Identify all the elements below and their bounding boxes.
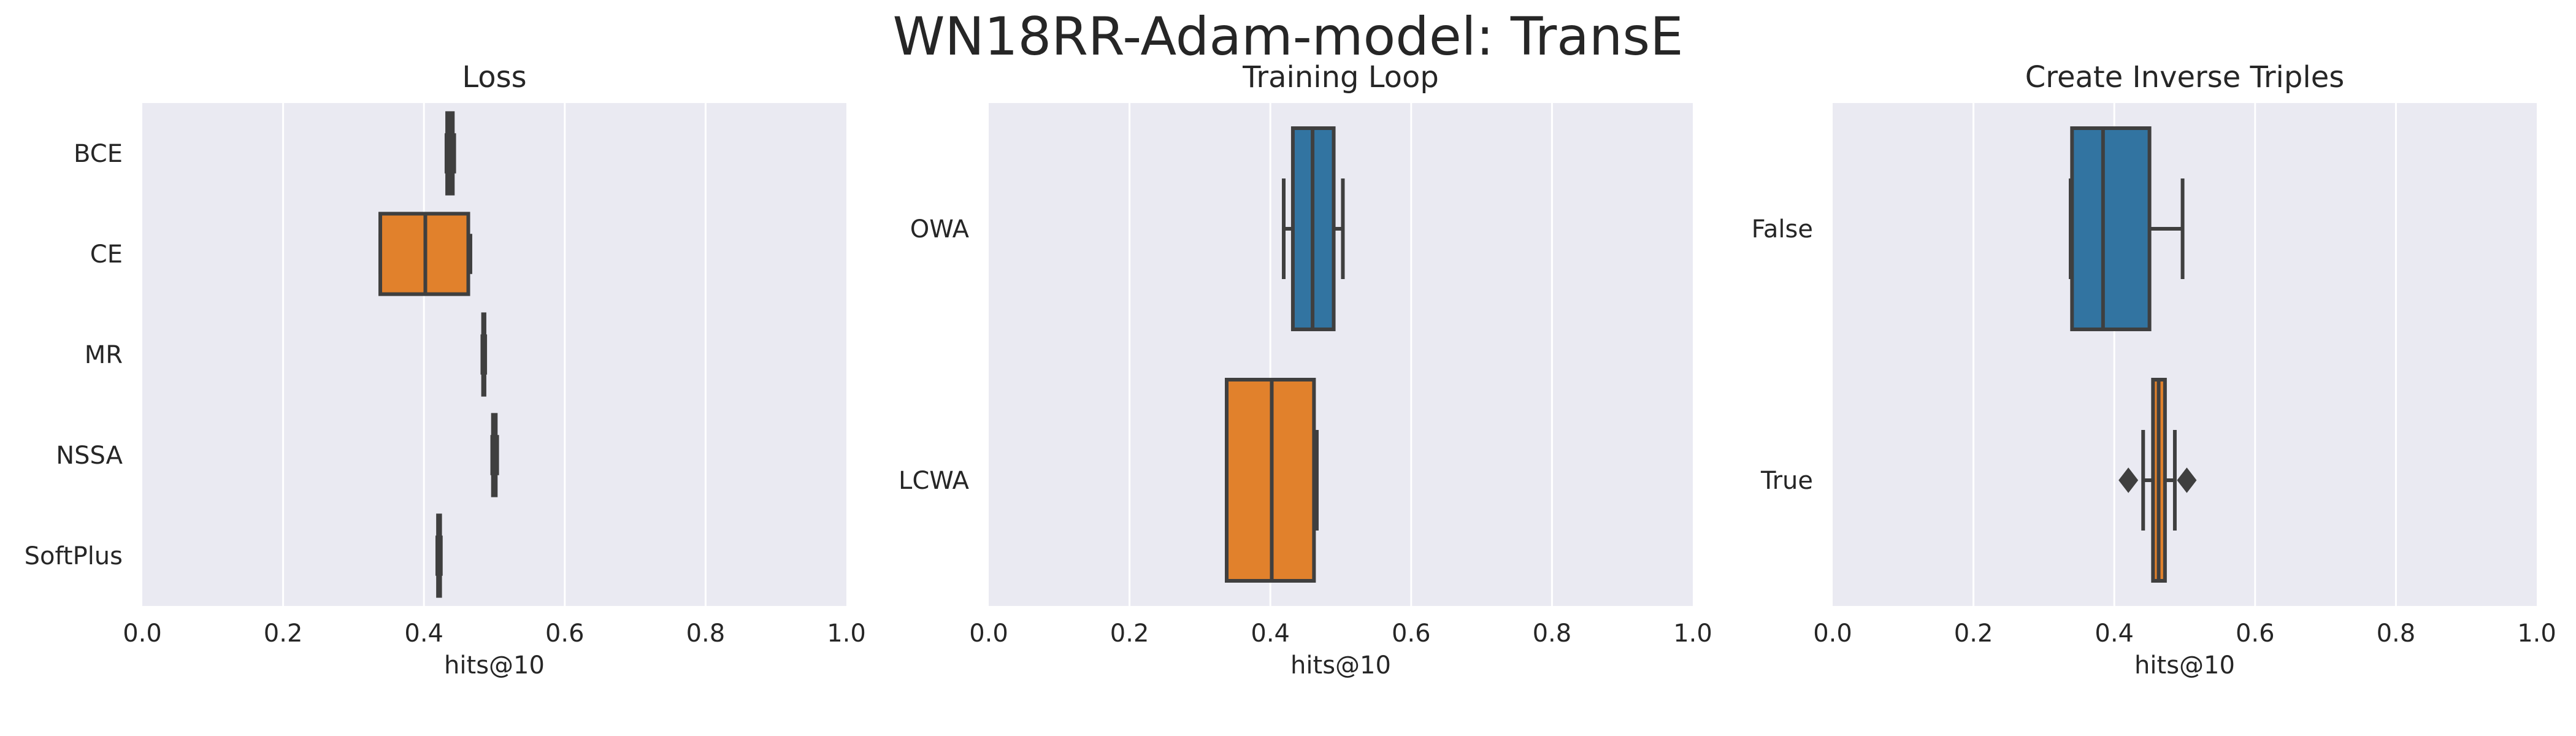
axes-background [1833,103,2537,606]
axes-background [989,103,1693,606]
x-tick-label: 1.0 [1673,619,1712,648]
y-tick-label: True [1760,467,1813,495]
x-axis-label: hits@10 [2134,651,2235,680]
panel-training-loop: 0.0 0.2 0.4 0.6 0.8 1.0 Training Loop hits@10 OW… [899,60,1712,680]
x-axis-label: hits@10 [444,651,545,680]
y-tick-label: BCE [74,140,123,168]
x-tick-label: 0.0 [123,619,162,648]
x-tick-label: 0.2 [1110,619,1149,648]
x-tick-label: 0.0 [1813,619,1852,648]
panel-create-inverse-triples: 0.0 0.2 0.4 0.6 0.8 1.0 Create Inverse Triples… [1752,60,2556,680]
y-tick-label: NSSA [56,442,123,470]
x-tick-label: 0.8 [2377,619,2416,648]
figure-title: WN18RR-Adam-model: TransE [892,6,1684,67]
y-tick-label: OWA [910,215,970,243]
axes-background [142,103,846,606]
x-tick-label: 0.8 [686,619,726,648]
outlier-marker [2177,467,2197,493]
y-tick-label: CE [90,240,123,269]
x-tick-label: 0.8 [1533,619,1572,648]
y-tick-label: LCWA [899,467,970,495]
x-tick-label: 0.6 [2236,619,2275,648]
panel-loss: 0.0 0.2 0.4 0.6 0.8 1.0 Loss hits@10 BCE CE MR NSSA… [25,60,866,680]
box [2070,126,2152,331]
panel-title: Loss [462,60,526,94]
x-tick-label: 0.6 [545,619,585,648]
y-tick-label: SoftPlus [25,542,123,570]
outlier-marker [2118,467,2139,493]
x-tick-label: 1.0 [827,619,866,648]
x-tick-label: 0.0 [969,619,1008,648]
x-tick-label: 0.6 [1392,619,1431,648]
x-tick-label: 0.2 [264,619,303,648]
panel-title: Create Inverse Triples [2025,60,2344,94]
x-tick-label: 0.4 [1251,619,1290,648]
x-tick-label: 0.4 [404,619,443,648]
y-tick-label: False [1752,215,1813,243]
x-axis-label: hits@10 [1290,651,1391,680]
y-tick-label: MR [85,341,123,369]
x-tick-label: 0.2 [1954,619,1993,648]
panel-title: Training Loop [1242,60,1439,94]
x-tick-label: 1.0 [2517,619,2556,648]
x-tick-label: 0.4 [2095,619,2134,648]
